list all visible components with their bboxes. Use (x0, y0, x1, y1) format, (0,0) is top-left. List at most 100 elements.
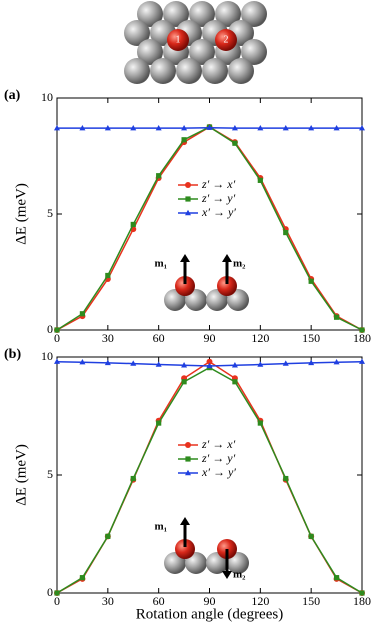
marker (79, 575, 86, 581)
marker (359, 358, 365, 364)
x-tick-label: 150 (302, 331, 320, 345)
marker (130, 221, 136, 228)
atom-label: 2 (224, 34, 229, 45)
marker (105, 533, 111, 539)
y-tick-label: 10 (41, 349, 53, 363)
marker (155, 361, 162, 367)
y-axis-label: ΔE (meV) (13, 444, 29, 506)
red-atom (215, 29, 237, 51)
atom (137, 1, 163, 27)
marker (359, 327, 365, 333)
marker (155, 124, 162, 131)
marker (308, 278, 314, 284)
legend-label: z′ → y′ (201, 191, 236, 205)
moment-label: m₁ (155, 258, 167, 270)
marker (333, 575, 340, 581)
marker (130, 360, 137, 366)
marker (257, 420, 263, 426)
arrow-head (222, 254, 232, 262)
marker (308, 533, 314, 539)
marker (283, 475, 289, 482)
x-tick-label: 60 (153, 331, 165, 345)
marker (104, 124, 111, 131)
marker (130, 475, 136, 482)
x-tick-label: 60 (153, 594, 165, 608)
panel-label: (b) (4, 347, 21, 362)
x-tick-label: 0 (54, 594, 60, 608)
y-axis-label: ΔE (meV) (13, 183, 29, 245)
marker (257, 361, 264, 367)
x-tick-label: 120 (251, 331, 269, 345)
legend-marker (185, 469, 191, 476)
marker (105, 272, 111, 279)
legend-label: x′ → y′ (201, 205, 236, 219)
marker (79, 311, 86, 317)
marker (257, 124, 264, 131)
marker (54, 327, 60, 333)
marker (79, 358, 86, 365)
atom (124, 58, 150, 84)
atom (228, 58, 254, 84)
marker (156, 173, 162, 179)
atom (202, 58, 228, 84)
atom (215, 1, 241, 27)
marker (130, 124, 137, 131)
x-tick-label: 90 (204, 594, 216, 608)
marker (333, 358, 340, 365)
arrow-head (180, 254, 190, 262)
inset-atom (185, 552, 207, 574)
atom (163, 1, 189, 27)
moment-label: m₂ (233, 258, 246, 270)
marker (231, 362, 238, 368)
arrow-head (180, 517, 190, 525)
legend-marker (185, 442, 191, 448)
atom (189, 1, 215, 27)
x-tick-label: 150 (302, 594, 320, 608)
inset-red-atom (175, 539, 195, 559)
inset-atom (185, 289, 207, 311)
marker (333, 314, 340, 320)
x-tick-label: 180 (353, 594, 371, 608)
legend-label: x′ → y′ (201, 465, 236, 479)
marker (54, 590, 60, 596)
marker (206, 358, 213, 365)
x-tick-label: 180 (353, 331, 371, 345)
atom (150, 58, 176, 84)
y-tick-label: 5 (47, 467, 53, 481)
marker (54, 358, 60, 364)
legend-label: z′ → x′ (201, 437, 236, 451)
legend-marker (185, 196, 191, 202)
x-tick-label: 30 (102, 331, 114, 345)
marker (231, 124, 238, 131)
marker (54, 124, 60, 131)
panel-label: (a) (4, 88, 21, 103)
marker (156, 420, 162, 426)
red-atom (167, 29, 189, 51)
atom (189, 39, 215, 65)
atom (241, 39, 267, 65)
y-tick-label: 0 (47, 322, 53, 336)
marker (104, 359, 111, 366)
marker (308, 124, 315, 131)
legend-marker (185, 182, 191, 188)
inset-atom (227, 289, 249, 311)
marker (206, 124, 213, 130)
marker (206, 362, 213, 369)
atom (137, 39, 163, 65)
inset-red-atom (217, 276, 237, 296)
legend-marker (185, 456, 191, 462)
x-tick-label: 0 (54, 331, 60, 345)
marker (359, 124, 365, 131)
marker (181, 124, 188, 131)
atom (124, 20, 150, 46)
marker (79, 124, 86, 131)
legend-marker (185, 209, 191, 216)
marker (283, 229, 289, 236)
atom (176, 58, 202, 84)
y-tick-label: 10 (41, 90, 53, 104)
x-axis-label: Rotation angle (degrees) (136, 606, 283, 622)
legend-label: z′ → x′ (201, 177, 236, 191)
marker (282, 360, 289, 366)
